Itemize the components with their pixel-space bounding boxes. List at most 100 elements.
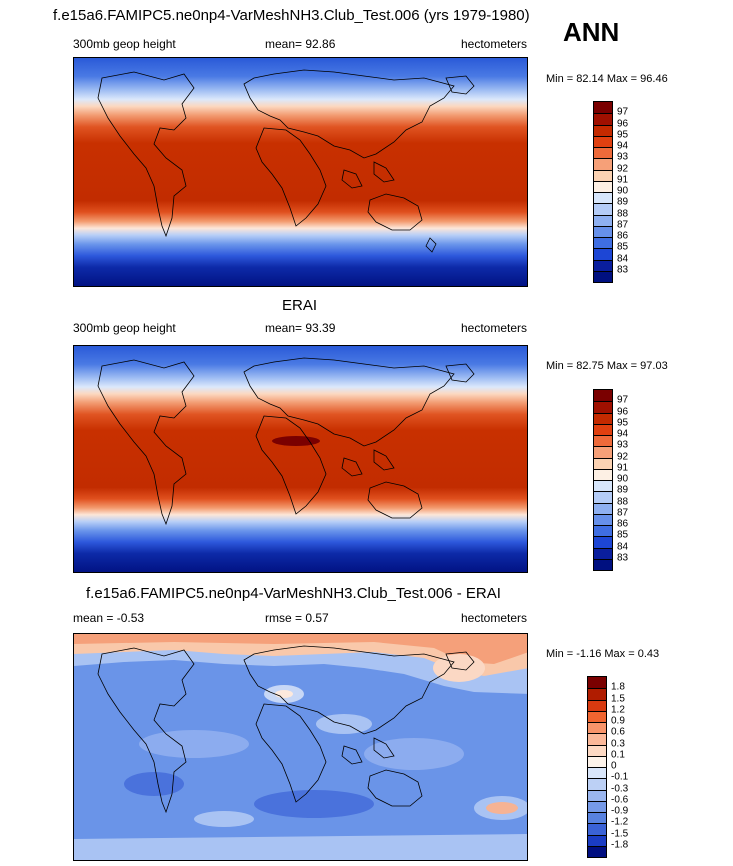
panel2-coastlines: [97, 357, 475, 526]
colorbar-tick-label: 96: [617, 406, 629, 417]
colorbar-swatch: [594, 124, 612, 136]
colorbar-tick-label: 0.1: [611, 749, 625, 761]
colorbar-swatch: [588, 733, 606, 745]
colorbar-swatch: [588, 834, 606, 846]
colorbar-swatch: [594, 135, 612, 147]
colorbar-swatch: [588, 800, 606, 812]
colorbar-tick-label: 92: [617, 163, 629, 174]
panel3-map: [73, 633, 528, 861]
colorbar-tick-label: 95: [617, 417, 629, 429]
colorbar-tick-label: 91: [617, 174, 629, 186]
colorbar-tick-label: 96: [617, 118, 629, 129]
panel2-title: ERAI: [282, 297, 318, 314]
colorbar-swatch: [594, 558, 612, 570]
colorbar-tick-label: 89: [617, 484, 629, 496]
colorbar-swatch: [594, 192, 612, 204]
colorbar-swatch: [594, 158, 612, 170]
panel1-minmax: Min = 82.14 Max = 96.46: [546, 73, 668, 85]
colorbar-tick-label: -0.9: [611, 805, 629, 817]
colorbar-tick-label: 93: [617, 439, 629, 451]
panel2-map: [73, 345, 528, 573]
colorbar-swatch: [588, 744, 606, 756]
colorbar-swatch: [594, 237, 612, 249]
colorbar-swatch: [588, 710, 606, 722]
panel3-minmax: Min = -1.16 Max = 0.43: [546, 648, 660, 660]
colorbar-tick-label: -0.3: [611, 783, 629, 794]
colorbar-swatch: [594, 547, 612, 559]
season-label: ANN: [563, 17, 620, 47]
colorbar-swatch: [594, 468, 612, 480]
colorbar-swatch: [594, 457, 612, 469]
colorbar-tick-label: 97: [617, 394, 629, 406]
colorbar-swatch: [594, 446, 612, 458]
colorbar-tick-label: 89: [617, 196, 629, 208]
colorbar-tick-label: 0.6: [611, 726, 625, 738]
panel3-contour-field: [74, 634, 527, 860]
colorbar-tick-label: -1.8: [611, 839, 629, 851]
colorbar-swatch: [588, 699, 606, 711]
panel1-colorbar: [593, 101, 613, 283]
colorbar-swatch: [594, 401, 612, 413]
colorbar-tick-label: 83: [617, 552, 629, 564]
panel2-minmax: Min = 82.75 Max = 97.03: [546, 360, 668, 372]
colorbar-swatch: [594, 270, 612, 282]
colorbar-swatch: [594, 203, 612, 215]
panel1-map: [73, 57, 528, 287]
panel1-mean-label: mean= 92.86: [265, 37, 336, 51]
colorbar-tick-label: 1.5: [611, 693, 625, 704]
colorbar-swatch: [594, 225, 612, 237]
colorbar-tick-label: 84: [617, 253, 629, 264]
colorbar-tick-label: -1.5: [611, 828, 629, 839]
colorbar-tick-label: 90: [617, 473, 629, 485]
colorbar-tick-label: 94: [617, 140, 629, 152]
colorbar-swatch: [588, 755, 606, 767]
colorbar-tick-label: 84: [617, 541, 629, 552]
colorbar-tick-label: 88: [617, 496, 629, 507]
panel1-variable-label: 300mb geop height: [73, 37, 176, 51]
colorbar-tick-label: 0.9: [611, 715, 625, 727]
colorbar-swatch: [594, 491, 612, 503]
colorbar-swatch: [588, 688, 606, 700]
colorbar-swatch: [594, 502, 612, 514]
colorbar-tick-label: 86: [617, 518, 629, 530]
colorbar-tick-label: 93: [617, 151, 629, 163]
colorbar-tick-label: -1.2: [611, 816, 629, 828]
colorbar-swatch: [594, 536, 612, 548]
panel1-title: f.e15a6.FAMIPC5.ne0np4-VarMeshNH3.Club_T…: [53, 7, 530, 24]
panel3-rmse-label: rmse = 0.57: [265, 611, 329, 625]
panel2-contour-field: [74, 346, 527, 572]
panel1-units-label: hectometers: [461, 37, 528, 51]
colorbar-swatch: [594, 412, 612, 424]
colorbar-swatch: [594, 102, 612, 114]
colorbar-swatch: [588, 722, 606, 734]
colorbar-tick-label: 1.8: [611, 681, 625, 693]
panel3-mean-label: mean = -0.53: [73, 611, 145, 625]
colorbar-swatch: [594, 480, 612, 492]
panel2-units-label: hectometers: [461, 321, 528, 335]
colorbar-tick-label: 87: [617, 507, 629, 519]
colorbar-tick-label: 85: [617, 529, 629, 541]
colorbar-swatch: [588, 789, 606, 801]
colorbar-tick-label: 88: [617, 208, 629, 219]
colorbar-swatch: [594, 435, 612, 447]
colorbar-tick-label: 94: [617, 428, 629, 440]
panel3-units-label: hectometers: [461, 611, 528, 625]
colorbar-swatch: [588, 823, 606, 835]
colorbar-tick-label: 90: [617, 185, 629, 197]
panel1-coastlines: [97, 69, 475, 253]
colorbar-tick-label: 86: [617, 230, 629, 242]
panel2-variable-label: 300mb geop height: [73, 321, 176, 335]
panel3-title: f.e15a6.FAMIPC5.ne0np4-VarMeshNH3.Club_T…: [86, 585, 501, 602]
colorbar-swatch: [594, 180, 612, 192]
colorbar-tick-label: 1.2: [611, 704, 625, 716]
colorbar-swatch: [594, 169, 612, 181]
colorbar-swatch: [594, 423, 612, 435]
panel3-coastlines: [97, 645, 475, 814]
colorbar-swatch: [588, 677, 606, 689]
colorbar-swatch: [588, 845, 606, 857]
colorbar-swatch: [588, 812, 606, 824]
colorbar-tick-label: 0.3: [611, 738, 625, 749]
colorbar-swatch: [594, 248, 612, 260]
colorbar-tick-label: 0: [611, 760, 617, 772]
panel2-colorbar: [593, 389, 613, 571]
